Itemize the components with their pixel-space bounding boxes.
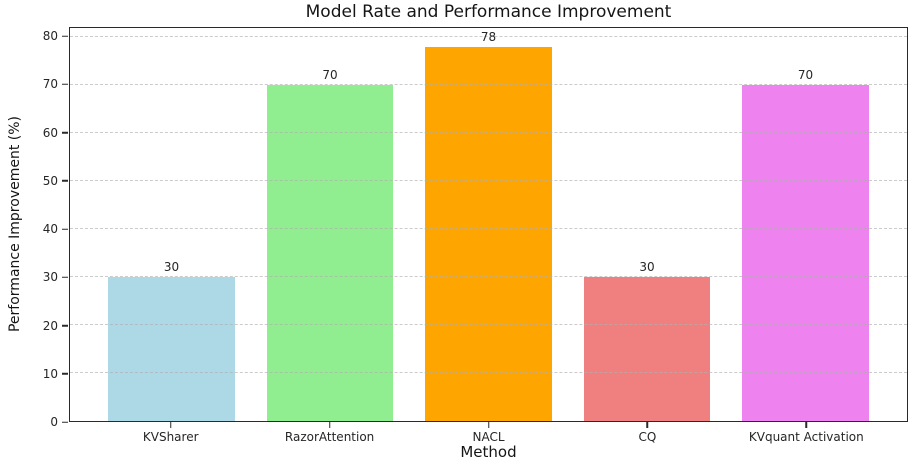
ytick-mark-70	[62, 83, 68, 86]
gridline-70	[70, 84, 907, 86]
bar-cq	[583, 277, 711, 421]
gridlines-layer	[70, 28, 907, 421]
gridline-20	[70, 324, 907, 326]
xtick-label-kvquant-activation: KVquant Activation	[748, 430, 864, 444]
bars-layer	[70, 28, 907, 421]
bar-kvsharer	[108, 277, 235, 421]
xtick-label-nacl: NACL	[472, 430, 505, 444]
bar-value-label-cq: 30	[639, 260, 655, 275]
gridline-30	[70, 276, 907, 278]
ytick-label-50: 50	[42, 173, 58, 188]
bar-value-label-razorattention: 70	[322, 68, 338, 83]
ytick-mark-20	[62, 324, 68, 327]
bar-value-label-kvsharer: 30	[163, 260, 180, 275]
gridline-40	[70, 228, 907, 230]
x-axis-label: Method	[460, 443, 517, 461]
chart-title: Model Rate and Performance Improvement	[305, 2, 672, 22]
xtick-label-kvsharer: KVSharer	[142, 430, 199, 444]
ytick-mark-10	[62, 373, 68, 375]
ytick-label-10: 10	[42, 366, 58, 381]
xtick-mark-kvsharer	[169, 422, 172, 428]
xtick-label-razorattention: RazorAttention	[284, 430, 375, 444]
xtick-label-cq: CQ	[638, 430, 657, 444]
y-axis: 0 10 20 30 40 50 60 70 80	[0, 27, 69, 429]
ytick-label-30: 30	[42, 270, 58, 285]
ytick-mark-80	[62, 35, 68, 37]
ytick-label-70: 70	[42, 77, 58, 92]
ytick-label-80: 80	[42, 29, 58, 44]
ytick-label-20: 20	[42, 318, 58, 333]
gridline-10	[70, 372, 907, 374]
x-axis: KVSharer RazorAttention NACL CQ KVquant Acti…	[69, 422, 908, 446]
bar-value-label-kvquant-activation: 70	[797, 68, 814, 83]
xtick-mark-razorattention	[328, 422, 331, 428]
gridline-60	[70, 132, 907, 134]
ytick-mark-50	[62, 180, 68, 182]
gridline-50	[70, 180, 907, 182]
plot-area: 30 70 78 30 70	[69, 27, 908, 422]
xtick-mark-cq	[646, 422, 649, 428]
gridline-80	[70, 36, 907, 38]
bar-value-labels-layer: 30 70 78 30 70	[70, 28, 907, 421]
bar-razorattention	[266, 85, 394, 421]
ytick-label-40: 40	[42, 222, 58, 237]
xtick-mark-nacl	[487, 422, 490, 428]
bar-nacl	[425, 46, 552, 421]
ytick-mark-0	[62, 421, 68, 423]
ytick-mark-30	[62, 276, 68, 279]
ytick-mark-60	[62, 131, 68, 134]
ytick-label-0: 0	[50, 415, 58, 429]
ytick-mark-40	[62, 228, 68, 230]
bar-value-label-nacl: 78	[480, 29, 497, 44]
xtick-mark-kvquant-activation	[805, 422, 808, 428]
ytick-label-60: 60	[42, 125, 58, 140]
bar-kvquant-activation	[742, 85, 869, 421]
